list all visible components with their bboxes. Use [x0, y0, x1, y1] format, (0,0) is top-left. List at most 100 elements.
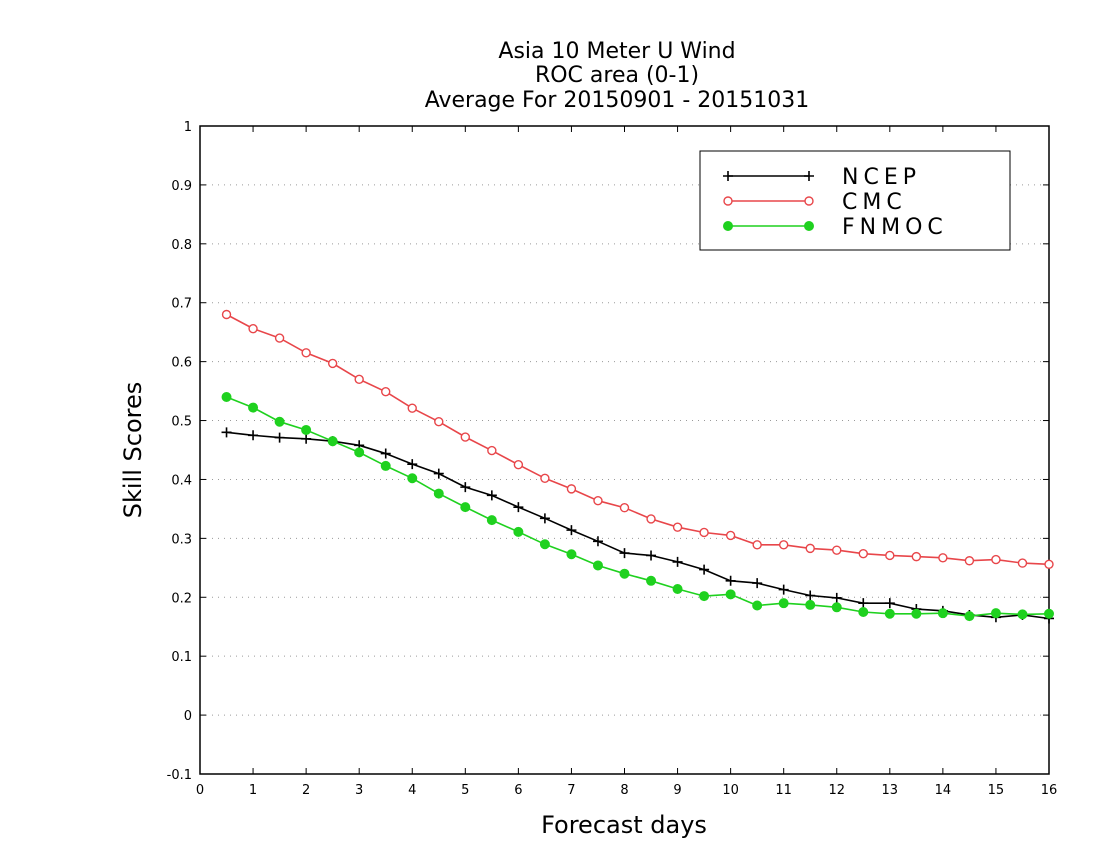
chart-title-line-2: ROC area (0-1)	[535, 63, 699, 88]
data-point-fnmoc-18	[699, 591, 710, 602]
y-tick-label-8: 0.7	[171, 297, 192, 312]
data-point-cmc-26	[911, 551, 922, 562]
data-point-cmc-20	[752, 540, 762, 550]
data-point-cmc-8	[434, 417, 444, 427]
data-point-ncep-12	[539, 513, 550, 524]
data-point-cmc-18	[699, 527, 709, 538]
series-line-fnmoc	[226, 396, 1050, 617]
data-point-ncep-22	[805, 590, 816, 601]
legend-marker-end-fnmoc	[804, 221, 814, 231]
series-layer	[221, 309, 1054, 624]
y-tick-label-7: 0.6	[171, 356, 192, 371]
legend-marker-end-ncep	[804, 171, 814, 181]
data-point-fnmoc-1	[248, 402, 259, 413]
data-point-ncep-1	[248, 430, 259, 441]
data-point-fnmoc-8	[433, 488, 444, 499]
data-point-fnmoc-16	[646, 575, 657, 586]
data-point-ncep-24	[858, 598, 869, 609]
series-fnmoc	[221, 391, 1054, 622]
data-point-fnmoc-4	[327, 436, 338, 447]
y-tick-label-10: 0.9	[171, 179, 192, 194]
y-tick-label-3: 0.2	[171, 591, 192, 606]
data-point-fnmoc-31	[1044, 608, 1054, 619]
data-point-fnmoc-29	[990, 608, 1001, 619]
data-point-ncep-25	[884, 598, 895, 609]
data-point-cmc-2	[274, 333, 285, 343]
data-point-cmc-15	[619, 503, 630, 513]
data-point-ncep-8	[433, 468, 444, 479]
legend-marker-start-cmc	[723, 196, 733, 206]
y-axis-ticks: -0.1 0 0.1 0.2 0.3 0.4 0.5 0.6 0.7 0.8 0.9 1	[167, 120, 1049, 783]
data-point-ncep-9	[460, 482, 471, 493]
data-point-cmc-12	[540, 473, 550, 483]
y-tick-label-2: 0.1	[171, 650, 192, 665]
data-point-fnmoc-26	[911, 608, 922, 619]
data-point-cmc-7	[407, 403, 417, 413]
data-point-ncep-3	[301, 433, 312, 444]
data-point-fnmoc-21	[778, 598, 789, 609]
data-point-fnmoc-12	[539, 539, 550, 550]
data-point-ncep-20	[752, 578, 763, 589]
data-point-cmc-30	[1017, 558, 1028, 568]
data-point-ncep-23	[831, 592, 842, 603]
data-point-cmc-3	[301, 348, 311, 358]
data-point-cmc-27	[938, 553, 948, 563]
data-point-fnmoc-13	[566, 549, 577, 560]
data-point-cmc-22	[805, 543, 815, 554]
data-point-fnmoc-20	[752, 600, 763, 611]
data-point-fnmoc-11	[513, 526, 524, 537]
x-tick-label-14: 14	[935, 783, 952, 798]
data-point-ncep-15	[619, 548, 630, 559]
data-point-cmc-9	[460, 432, 471, 442]
x-tick-label-5: 5	[461, 783, 469, 798]
x-axis-ticks: 0 1 2 3 4 5 6 7 8 9 10 11 12 13 14 15 16	[196, 126, 1057, 798]
data-point-ncep-19	[725, 575, 736, 586]
data-point-cmc-1	[248, 323, 258, 334]
data-point-ncep-18	[699, 564, 710, 575]
chart-title-group: Asia 10 Meter U Wind ROC area (0-1) Aver…	[425, 39, 810, 113]
data-point-fnmoc-10	[486, 515, 497, 526]
data-point-ncep-7	[407, 459, 418, 470]
data-point-fnmoc-3	[301, 424, 312, 435]
y-tick-label-1: 0	[184, 709, 192, 724]
data-point-cmc-11	[513, 460, 524, 470]
data-point-fnmoc-0	[221, 391, 232, 402]
data-point-fnmoc-6	[380, 460, 391, 471]
data-point-cmc-23	[832, 545, 842, 555]
data-point-cmc-10	[487, 445, 497, 456]
x-tick-label-4: 4	[408, 783, 416, 798]
data-point-cmc-14	[593, 495, 603, 506]
data-point-cmc-28	[964, 556, 975, 566]
x-tick-label-12: 12	[828, 783, 845, 798]
data-point-fnmoc-30	[1017, 609, 1028, 620]
chart-title-line-1: Asia 10 Meter U Wind	[498, 39, 735, 64]
x-tick-label-1: 1	[249, 783, 257, 798]
y-axis-label: Skill Scores	[119, 382, 147, 519]
data-point-cmc-24	[858, 548, 868, 559]
data-point-fnmoc-25	[884, 608, 895, 619]
data-point-cmc-4	[327, 358, 338, 369]
data-point-fnmoc-5	[354, 447, 365, 458]
data-point-fnmoc-2	[274, 416, 285, 427]
legend-label-ncep: NCEP	[842, 165, 921, 190]
x-tick-label-7: 7	[567, 783, 575, 798]
x-axis-label: Forecast days	[541, 811, 707, 839]
legend-marker-end-cmc	[804, 196, 814, 206]
data-point-cmc-31	[1044, 559, 1054, 569]
data-point-fnmoc-17	[672, 584, 683, 595]
data-point-cmc-29	[991, 554, 1001, 565]
data-point-ncep-11	[513, 502, 524, 513]
series-line-ncep	[226, 431, 1050, 620]
data-point-cmc-6	[381, 386, 391, 397]
data-point-fnmoc-15	[619, 568, 630, 579]
data-point-ncep-17	[672, 556, 683, 567]
series-line-cmc	[226, 313, 1050, 566]
x-tick-label-13: 13	[882, 783, 899, 798]
data-point-cmc-5	[354, 374, 364, 385]
data-point-cmc-17	[672, 522, 683, 532]
x-tick-label-6: 6	[514, 783, 522, 798]
data-point-fnmoc-23	[831, 602, 842, 613]
data-point-ncep-2	[274, 432, 285, 443]
